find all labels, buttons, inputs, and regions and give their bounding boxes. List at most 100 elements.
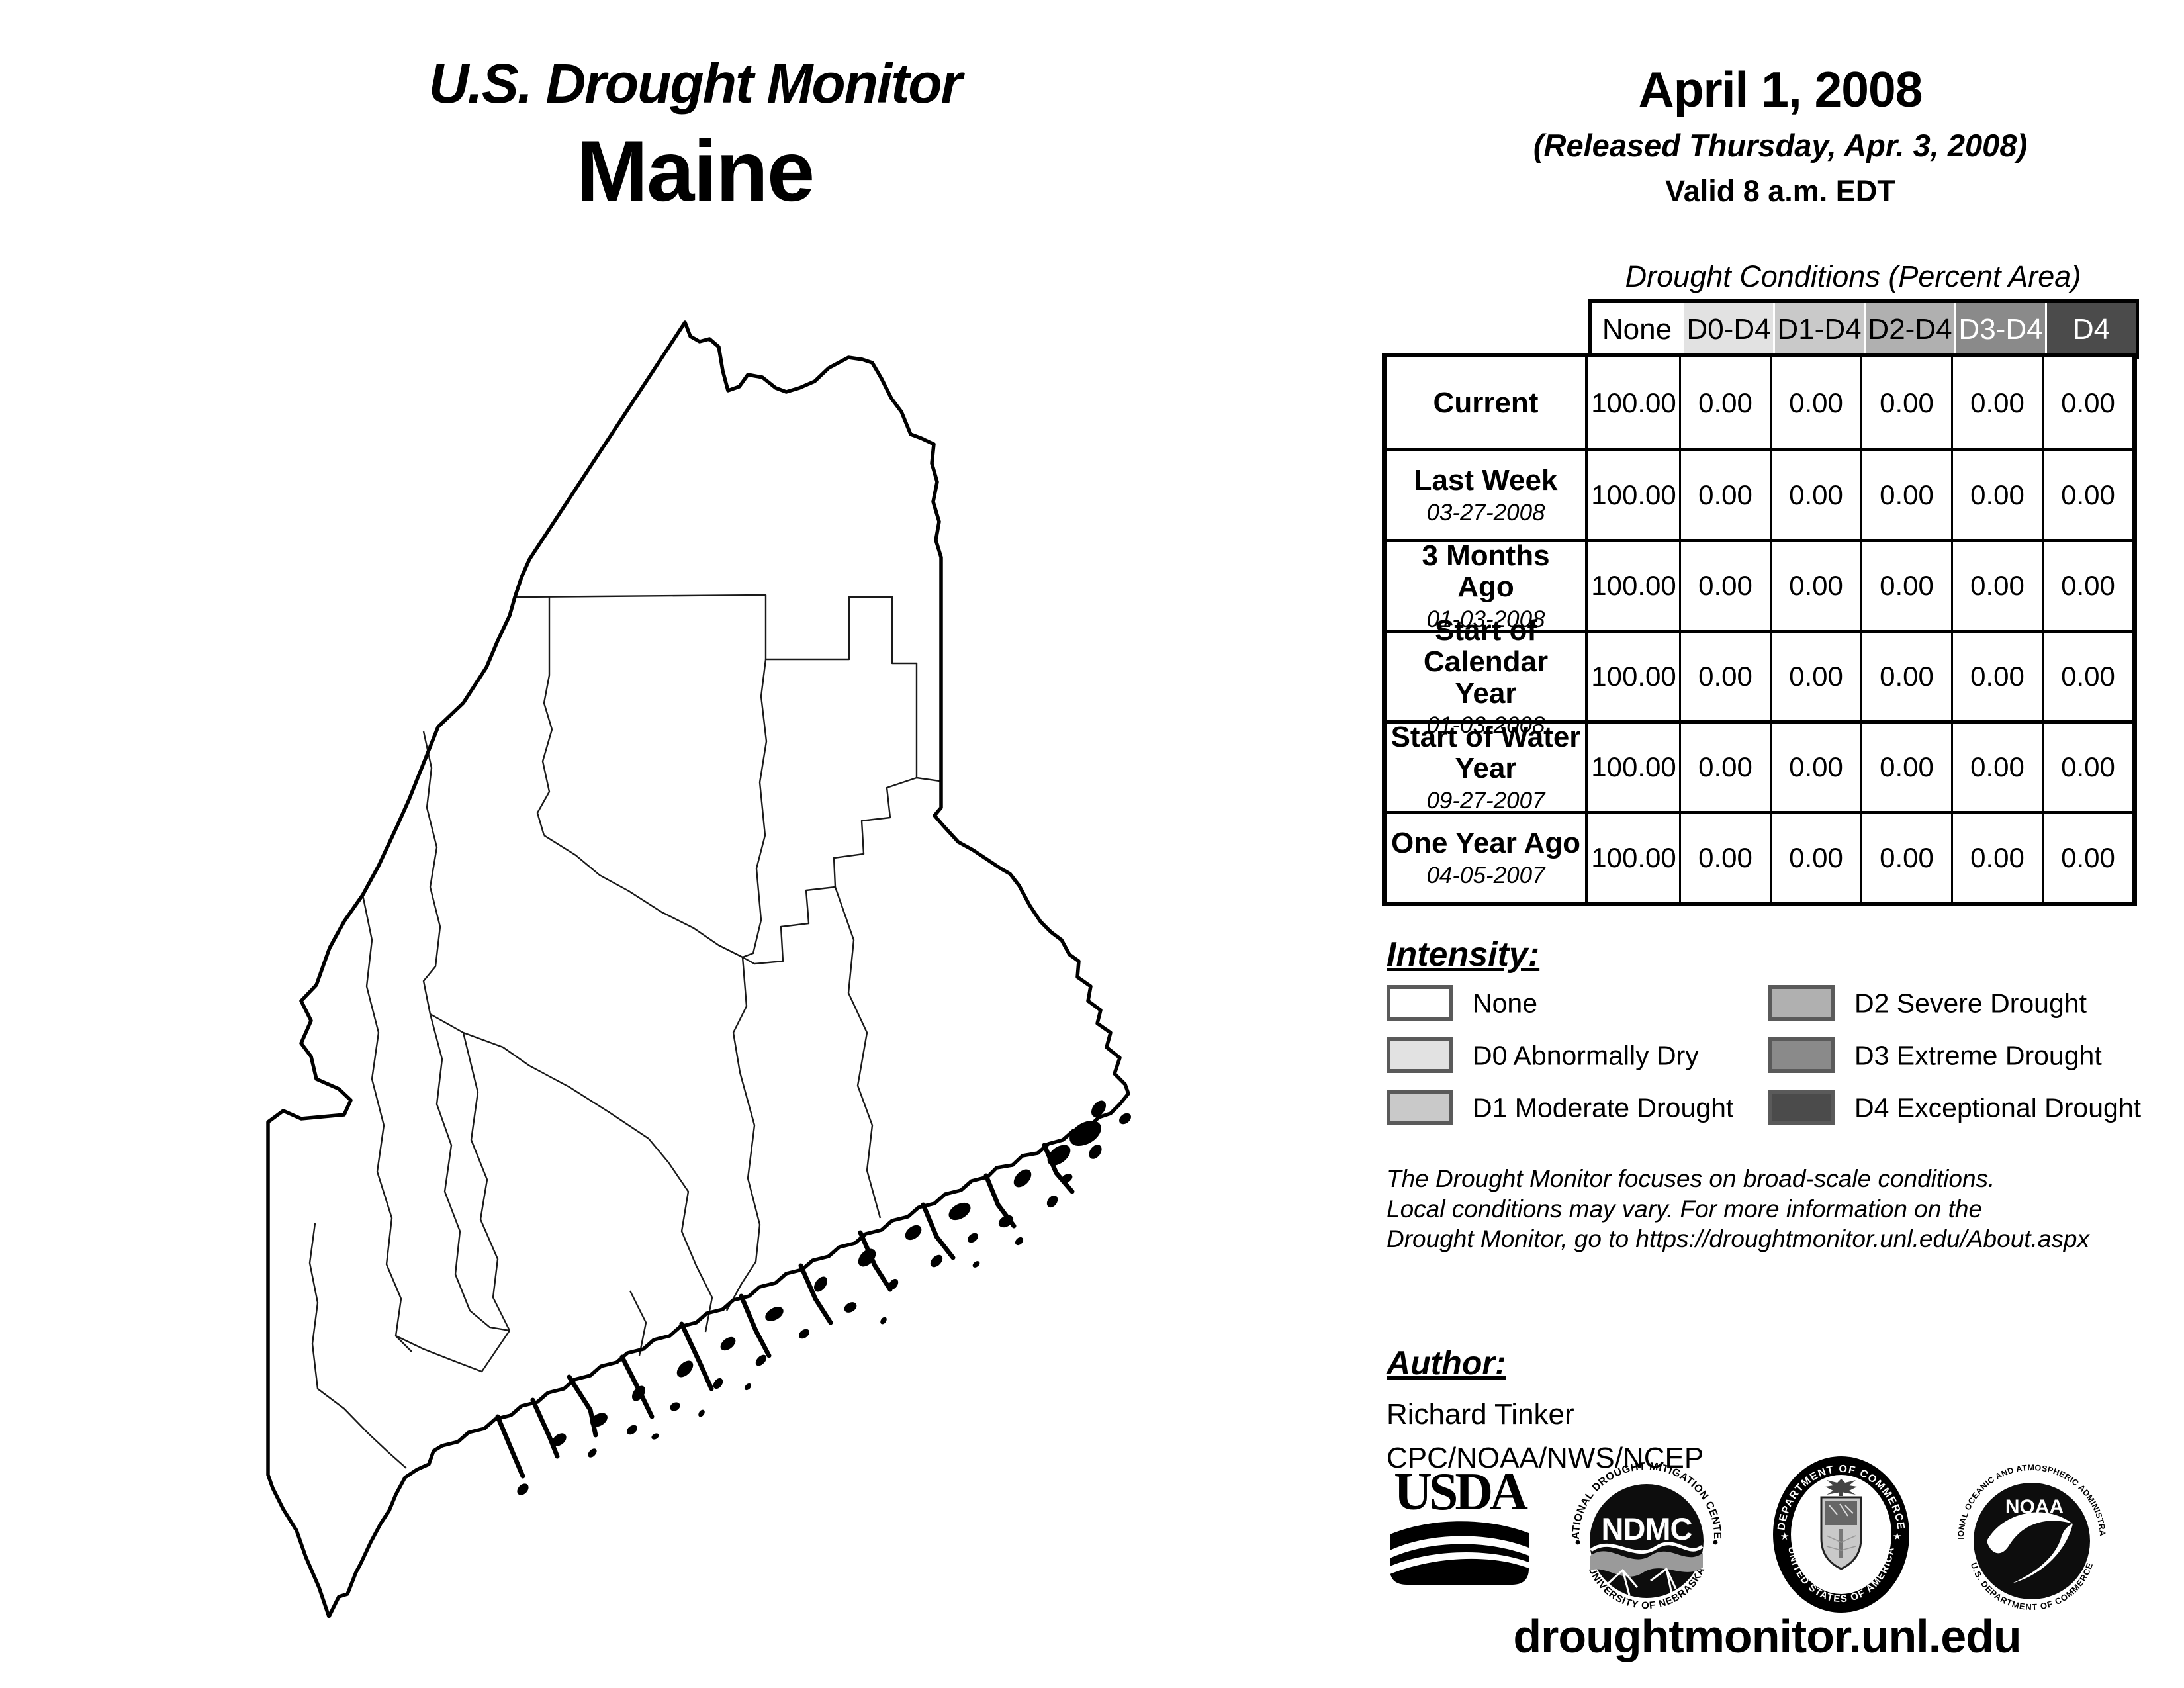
disclaimer-line: Drought Monitor, go to https://droughtmo… (1387, 1225, 2089, 1252)
seal-star-icon: ★ (1893, 1531, 1901, 1542)
legend-swatch (1768, 1090, 1835, 1125)
county-border-line (469, 1310, 510, 1332)
island (698, 1409, 705, 1417)
island (517, 1483, 529, 1495)
state-outline (266, 320, 1130, 1618)
table-header-row: None D0-D4 D1-D4 D2-D4 D3-D4 D4 (1588, 299, 2139, 359)
author-name: Richard Tinker (1387, 1398, 1574, 1430)
island (844, 1302, 857, 1313)
island (1013, 1169, 1032, 1188)
region-title: Maine (576, 122, 815, 219)
legend-swatch (1387, 1037, 1453, 1073)
disclaimer-text: The Drought Monitor focuses on broad-sca… (1387, 1164, 2167, 1254)
county-border-line (695, 1265, 713, 1333)
intensity-heading: Intensity: (1387, 935, 1540, 974)
legend-label: D3 Extreme Drought (1854, 1040, 2102, 1071)
legend-swatch (1387, 985, 1453, 1021)
island (1089, 1145, 1102, 1159)
table-value-cell: 0.00 (1860, 539, 1951, 630)
island (1091, 1100, 1106, 1117)
table-value-cell: 0.00 (1679, 539, 1770, 630)
footer-url[interactable]: droughtmonitor.unl.edu (1513, 1611, 2021, 1662)
county-border-line (834, 886, 882, 1219)
island (880, 1317, 887, 1325)
author-organization: CPC/NOAA/NWS/NCEP (1387, 1442, 1704, 1474)
table-column-header: None (1592, 303, 1682, 356)
table-value-cell: 0.00 (1951, 630, 2042, 720)
island (744, 1383, 752, 1391)
maine-county-map (266, 320, 1131, 1618)
island (755, 1354, 767, 1366)
table-row-label: One Year Ago 04-05-2007 (1387, 811, 1588, 902)
report-title: U.S. Drought Monitor (428, 52, 963, 115)
table-body: Current 100.00 0.00 0.00 0.00 0.00 0.00 Last We… (1382, 353, 2137, 906)
row-label-date: 01-03-2008 (1426, 606, 1545, 632)
table-value-cell: 0.00 (1951, 811, 2042, 902)
county-border-line (732, 957, 761, 1262)
disclaimer-line: Local conditions may vary. For more info… (1387, 1195, 1983, 1223)
island (720, 1336, 736, 1351)
county-border-line (462, 1032, 511, 1331)
row-label-text: Last Week (1414, 464, 1558, 497)
table-row-label: 3 Months Ago 01-03-2008 (1387, 539, 1588, 632)
shield-icon (1820, 1496, 1862, 1570)
table-value-cell: 0.00 (1770, 811, 1860, 902)
legend-item: D1 Moderate Drought (1387, 1090, 1757, 1127)
island (588, 1448, 597, 1458)
county-border-line (361, 894, 412, 1352)
table-value-cell: 0.00 (1770, 539, 1860, 630)
usda-logo: USDA (1390, 1466, 1529, 1588)
coastline-peninsulas (495, 1143, 1075, 1479)
island (1061, 1174, 1073, 1183)
legend-label: D1 Moderate Drought (1473, 1092, 1734, 1123)
island (948, 1202, 971, 1221)
island (799, 1329, 809, 1339)
table-column-header: D1-D4 (1773, 303, 1864, 356)
svg-text:NDMC: NDMC (1602, 1511, 1692, 1546)
table-value-cell: 0.00 (2042, 720, 2132, 811)
island (765, 1307, 784, 1321)
island (552, 1433, 567, 1446)
island (651, 1433, 659, 1440)
row-label-text: One Year Ago (1390, 827, 1581, 860)
department-of-commerce-seal: DEPARTMENT OF COMMERCE UNITED STATES OF … (1773, 1456, 1909, 1613)
table-value-cell: 0.00 (1951, 539, 2042, 630)
county-border-line (514, 594, 940, 782)
table-value-cell: 0.00 (2042, 811, 2132, 902)
island (1046, 1195, 1058, 1208)
table-value-cell: 0.00 (1951, 720, 2042, 811)
table-value-cell: 0.00 (1679, 630, 1770, 720)
table-value-cell: 100.00 (1591, 387, 1676, 418)
island (998, 1215, 1014, 1228)
island (968, 1233, 978, 1243)
table-value-cell: 0.00 (2042, 630, 2132, 720)
island (1015, 1237, 1024, 1246)
table-value-cell: 0.00 (1679, 811, 1770, 902)
island (972, 1261, 980, 1268)
table-value-cell: 0.00 (1860, 720, 1951, 811)
table-value-cell: 0.00 (1860, 357, 1951, 448)
county-border-line (422, 731, 441, 1015)
island (590, 1413, 608, 1427)
table-value-cell: 0.00 (1860, 630, 1951, 720)
county-border-line (430, 1013, 669, 1163)
table-row-label: Start of Calendar Year 01-03-2008 (1387, 615, 1588, 738)
table-value-cell: 0.00 (1770, 630, 1860, 720)
noaa-logo: NATIONAL OCEANIC AND ATMOSPHERIC ADMINIS… (1956, 1463, 2107, 1612)
table-value-cell: 0.00 (1860, 448, 1951, 539)
county-border-line (536, 597, 553, 836)
county-border-line (429, 1013, 471, 1311)
county-border-line (543, 834, 743, 959)
table-value-cell: 0.00 (1951, 357, 2042, 448)
county-border-line (317, 1388, 407, 1469)
table-value-cell: 0.00 (2042, 357, 2132, 448)
legend-item: None (1387, 985, 1757, 1022)
row-label-text: Start of Calendar Year (1423, 614, 1549, 710)
date-block: April 1, 2008 (Released Thursday, Apr. 3… (1443, 61, 2118, 209)
table-value-cell: 0.00 (1679, 448, 1770, 539)
island (1047, 1145, 1071, 1166)
table-value-cell: 0.00 (1860, 811, 1951, 902)
island (905, 1225, 922, 1241)
table-row-label: Start of Water Year 09-27-2007 (1387, 720, 1588, 813)
row-label-date: 04-05-2007 (1426, 862, 1545, 888)
